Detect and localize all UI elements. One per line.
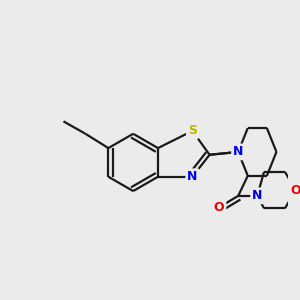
- Text: O: O: [214, 201, 224, 214]
- Text: S: S: [188, 124, 197, 137]
- Text: N: N: [233, 146, 243, 158]
- Text: N: N: [187, 170, 198, 183]
- Text: O: O: [290, 184, 300, 196]
- Text: N: N: [252, 189, 262, 202]
